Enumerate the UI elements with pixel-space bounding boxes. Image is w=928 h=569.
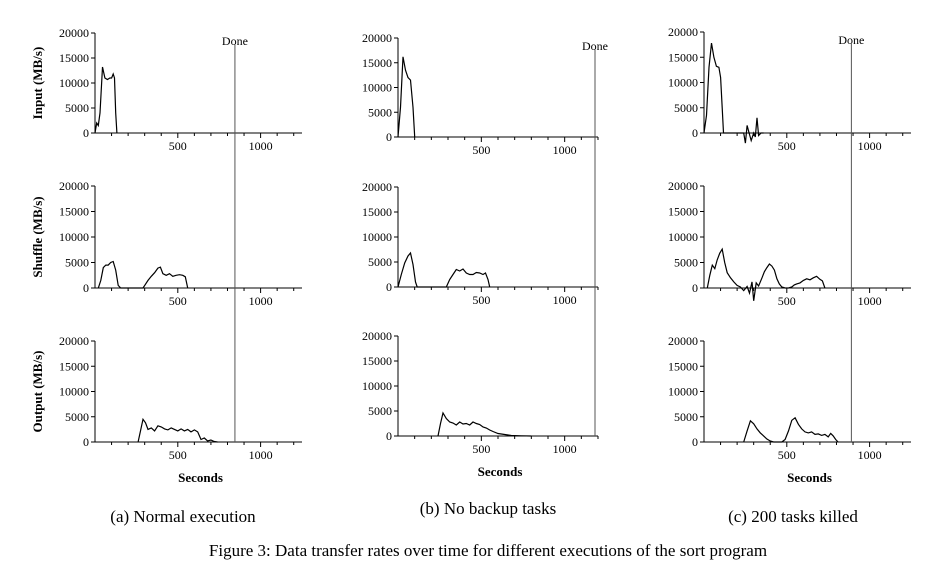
y-tick-label: 15000: [362, 56, 392, 70]
y-tick-label: 20000: [668, 334, 698, 348]
y-tick-label: 5000: [368, 255, 392, 269]
y-axis-label-input: Input (MB/s): [30, 47, 45, 120]
plot-b-output: 0 5000 10000 15000 20000 500 1000: [362, 329, 599, 456]
done-label: Done: [838, 33, 864, 47]
y-tick-label: 10000: [668, 385, 698, 399]
y-tick-label: 20000: [59, 26, 89, 40]
x-tick-label: 500: [472, 293, 490, 307]
y-tick-label: 20000: [668, 25, 698, 39]
y-tick-label: 15000: [668, 359, 698, 373]
x-tick-label: 1000: [553, 293, 577, 307]
series-line-shuffle: [397, 251, 491, 288]
x-tick-label: 1000: [553, 442, 577, 456]
y-tick-label: 10000: [362, 379, 392, 393]
panel-caption-c: (c) 200 tasks killed: [728, 507, 858, 526]
series-line-output: [137, 417, 218, 443]
plot-c-input: 0 5000 10000 15000 20000 500 1000: [668, 25, 911, 153]
y-tick-label: 20000: [668, 179, 698, 193]
y-tick-label: 20000: [59, 334, 89, 348]
x-tick-label: 500: [169, 139, 187, 153]
plot-a-output: 0 5000 10000 15000 20000 500 1000 Output (MB/s): [30, 334, 302, 462]
y-tick-label: 0: [692, 435, 698, 449]
y-tick-label: 0: [692, 281, 698, 295]
series-line-shuffle: [97, 260, 189, 289]
y-tick-label: 15000: [668, 50, 698, 64]
figure-caption: Figure 3: Data transfer rates over time …: [209, 541, 767, 560]
y-tick-label: 20000: [362, 180, 392, 194]
x-tick-label: 500: [472, 143, 490, 157]
y-tick-label: 15000: [362, 354, 392, 368]
y-tick-label: 5000: [65, 256, 89, 270]
y-tick-label: 10000: [362, 81, 392, 95]
panel-caption-a: (a) Normal execution: [110, 507, 256, 526]
x-axis-label: Seconds: [478, 464, 523, 479]
y-tick-label: 15000: [59, 359, 89, 373]
plot-c-shuffle: 0 5000 10000 15000 20000 500 1000: [668, 179, 911, 308]
plot-b-input: 0 5000 10000 15000 20000 500 1000: [362, 31, 599, 157]
plot-b-shuffle: 0 5000 10000 15000 20000 500 1000: [362, 180, 599, 307]
y-tick-label: 0: [83, 126, 89, 140]
y-tick-label: 10000: [59, 76, 89, 90]
x-axis-label: Seconds: [178, 470, 223, 485]
x-tick-label: 500: [169, 448, 187, 462]
y-tick-label: 0: [83, 281, 89, 295]
x-tick-label: 500: [169, 294, 187, 308]
y-tick-label: 5000: [674, 101, 698, 115]
y-tick-label: 0: [386, 130, 392, 144]
y-tick-label: 5000: [674, 410, 698, 424]
series-line-input: [94, 66, 118, 134]
x-tick-label: 1000: [553, 143, 577, 157]
y-tick-label: 10000: [59, 230, 89, 244]
y-tick-label: 15000: [668, 205, 698, 219]
x-tick-label: 1000: [249, 139, 273, 153]
y-tick-label: 10000: [668, 76, 698, 90]
y-tick-label: 5000: [368, 404, 392, 418]
plot-c-output: 0 5000 10000 15000 20000 500 1000: [668, 334, 911, 462]
y-axis-label-output: Output (MB/s): [30, 351, 45, 433]
y-tick-label: 10000: [59, 385, 89, 399]
y-tick-label: 15000: [59, 205, 89, 219]
series-line-input: [397, 56, 416, 138]
y-tick-label: 20000: [362, 329, 392, 343]
x-tick-label: 1000: [249, 294, 273, 308]
y-tick-label: 5000: [65, 410, 89, 424]
series-line-output: [743, 416, 839, 443]
panel-caption-b: (b) No backup tasks: [420, 499, 556, 518]
y-axis-label-shuffle: Shuffle (MB/s): [30, 196, 45, 277]
x-tick-label: 500: [472, 442, 490, 456]
y-tick-label: 0: [386, 429, 392, 443]
x-tick-label: 1000: [858, 448, 882, 462]
y-tick-label: 5000: [368, 105, 392, 119]
y-tick-label: 20000: [362, 31, 392, 45]
y-tick-label: 0: [692, 126, 698, 140]
x-tick-label: 1000: [858, 294, 882, 308]
x-tick-label: 500: [778, 139, 796, 153]
done-label: Done: [582, 39, 608, 53]
plot-a-shuffle: 0 5000 10000 15000 20000 500 1000 Shuffle (MB/s…: [30, 179, 302, 308]
y-tick-label: 0: [386, 280, 392, 294]
x-tick-label: 500: [778, 294, 796, 308]
y-tick-label: 5000: [674, 256, 698, 270]
y-tick-label: 0: [83, 435, 89, 449]
y-tick-label: 5000: [65, 101, 89, 115]
y-tick-label: 20000: [59, 179, 89, 193]
x-tick-label: 1000: [249, 448, 273, 462]
x-axis-label: Seconds: [787, 470, 832, 485]
y-tick-label: 10000: [668, 230, 698, 244]
series-line-output: [437, 411, 532, 437]
x-tick-label: 500: [778, 448, 796, 462]
y-tick-label: 10000: [362, 230, 392, 244]
y-tick-label: 15000: [59, 51, 89, 65]
done-label: Done: [222, 34, 248, 48]
series-line-input: [703, 43, 764, 144]
plot-a-input: 0 5000 10000 15000 20000 500 1000 Input (MB/s): [30, 26, 302, 153]
x-tick-label: 1000: [858, 139, 882, 153]
series-line-shuffle: [706, 247, 826, 301]
y-tick-label: 15000: [362, 205, 392, 219]
